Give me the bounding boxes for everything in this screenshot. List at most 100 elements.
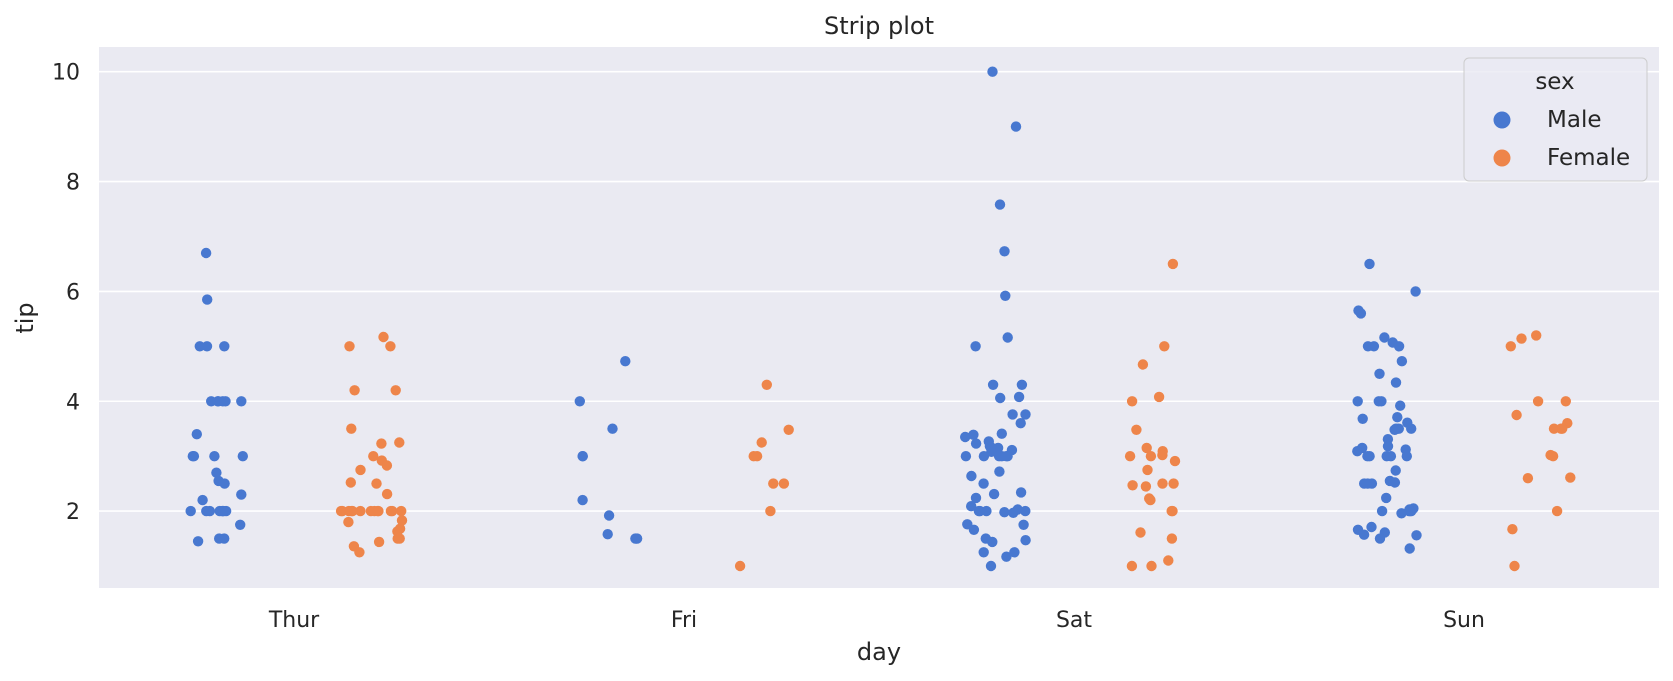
point-male-sun: [1395, 400, 1406, 411]
point-male-fri: [631, 533, 643, 544]
point-female-sat: [1127, 480, 1138, 491]
point-female-sat: [1126, 396, 1138, 407]
point-male-sun: [1382, 441, 1394, 452]
point-male-sun: [1390, 377, 1402, 388]
point-male-sun: [1406, 423, 1417, 434]
y-tick-label: 6: [66, 280, 80, 305]
legend-label-male: Male: [1547, 107, 1601, 133]
point-male-sat: [995, 392, 1006, 404]
point-male-sat: [993, 451, 1005, 462]
y-tick-labels: 2 4 6 8 10: [52, 61, 80, 525]
point-female-fri: [748, 451, 759, 462]
y-tick-label: 10: [52, 61, 80, 86]
x-tick-label-fri: Fri: [671, 608, 697, 633]
point-male-sat: [1018, 519, 1029, 530]
point-male-fri: [603, 510, 615, 521]
point-male-sat: [1001, 551, 1012, 562]
point-female-thur: [345, 477, 356, 488]
legend-marker-male: [1493, 111, 1511, 129]
point-female-sun: [1557, 423, 1568, 434]
point-female-sat: [1124, 451, 1136, 462]
point-male-sat: [985, 560, 997, 572]
point-female-sat: [1157, 449, 1168, 461]
point-female-thur: [371, 478, 382, 489]
point-male-thur: [200, 247, 212, 259]
point-female-thur: [349, 385, 360, 396]
point-male-sun: [1352, 396, 1363, 407]
legend: sex Male Female: [1463, 57, 1648, 182]
point-male-sat: [968, 429, 979, 440]
point-male-sat: [968, 524, 980, 535]
plot-background: [99, 47, 1659, 588]
data-points: [185, 66, 1576, 572]
point-female-thur: [355, 464, 366, 476]
point-female-sat: [1163, 555, 1174, 566]
point-male-thur: [194, 341, 205, 352]
point-male-sun: [1411, 530, 1422, 541]
point-male-sun: [1362, 341, 1374, 352]
point-male-sat: [978, 451, 990, 462]
point-female-fri: [783, 424, 794, 435]
x-tick-label-sat: Sat: [1056, 608, 1092, 633]
point-female-fri: [761, 379, 772, 390]
point-male-fri: [620, 356, 631, 367]
point-female-sun: [1547, 451, 1559, 462]
point-female-thur: [343, 516, 354, 528]
point-male-sat: [987, 536, 998, 548]
point-female-thur: [376, 438, 387, 449]
point-female-fri: [778, 478, 790, 489]
point-female-thur: [354, 547, 365, 558]
point-male-sat: [1010, 121, 1022, 132]
point-female-thur: [385, 505, 397, 517]
chart-title: Strip plot: [824, 12, 934, 40]
point-female-thur: [355, 505, 366, 517]
point-female-thur: [396, 515, 408, 526]
point-male-sat: [966, 501, 977, 512]
point-male-sat: [960, 451, 972, 462]
point-male-sun: [1404, 543, 1415, 554]
point-female-sat: [1169, 455, 1181, 467]
point-male-sat: [1013, 391, 1025, 403]
point-male-sun: [1364, 258, 1375, 270]
point-female-thur: [394, 533, 405, 544]
point-male-sat: [999, 507, 1010, 518]
y-axis-label: tip: [11, 302, 39, 333]
point-male-sun: [1362, 451, 1373, 462]
point-male-fri: [602, 529, 613, 540]
x-tick-label-sun: Sun: [1443, 608, 1485, 633]
point-male-sat: [987, 379, 999, 390]
legend-marker-female: [1493, 149, 1511, 167]
point-female-sun: [1548, 423, 1560, 434]
point-female-sun: [1565, 472, 1576, 483]
point-female-thur: [394, 437, 405, 448]
point-male-thur: [192, 536, 204, 547]
point-male-thur: [201, 505, 212, 517]
point-male-thur: [236, 489, 247, 500]
point-female-sun: [1532, 396, 1544, 407]
point-female-sat: [1159, 341, 1170, 352]
point-male-sun: [1355, 308, 1367, 319]
point-female-sat: [1131, 424, 1142, 435]
point-female-sat: [1126, 560, 1138, 572]
point-male-sun: [1410, 286, 1421, 297]
point-male-thur: [213, 475, 224, 487]
point-male-sat: [1008, 507, 1019, 518]
point-female-sat: [1141, 442, 1152, 454]
point-female-sat: [1157, 478, 1168, 489]
point-male-sat: [988, 488, 1000, 500]
point-female-thur: [381, 460, 393, 471]
point-male-thur: [211, 467, 222, 478]
point-female-thur: [344, 341, 355, 352]
point-female-thur: [337, 505, 348, 517]
point-male-sun: [1379, 332, 1390, 343]
point-male-sun: [1390, 465, 1401, 476]
point-male-sat: [978, 547, 989, 558]
point-male-sat: [970, 492, 982, 504]
point-male-sat: [1016, 379, 1028, 390]
point-female-thur: [378, 331, 389, 343]
point-female-sat: [1137, 359, 1149, 370]
point-female-thur: [385, 341, 396, 352]
point-male-sat: [973, 505, 985, 517]
point-female-sat: [1145, 494, 1156, 506]
point-male-sun: [1374, 368, 1385, 379]
